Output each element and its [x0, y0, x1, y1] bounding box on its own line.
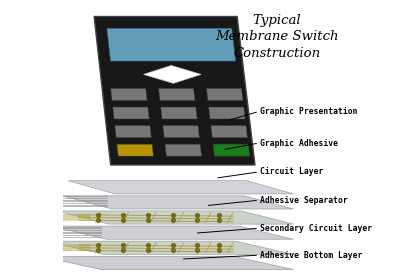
Text: Circuit Layer: Circuit Layer: [260, 167, 324, 176]
Polygon shape: [62, 196, 294, 209]
Polygon shape: [94, 16, 255, 165]
Polygon shape: [163, 126, 199, 138]
Polygon shape: [206, 89, 243, 100]
Polygon shape: [46, 241, 294, 254]
Text: Graphic Presentation: Graphic Presentation: [260, 107, 358, 116]
Polygon shape: [40, 256, 294, 270]
Polygon shape: [159, 89, 195, 100]
Polygon shape: [213, 144, 250, 156]
Polygon shape: [57, 211, 294, 224]
Polygon shape: [52, 226, 294, 239]
Text: Typical
Membrane Switch
Construction: Typical Membrane Switch Construction: [215, 14, 339, 60]
Polygon shape: [113, 107, 149, 119]
Polygon shape: [111, 89, 147, 100]
Polygon shape: [144, 65, 201, 83]
Polygon shape: [107, 28, 236, 61]
Polygon shape: [161, 107, 197, 119]
Polygon shape: [209, 107, 245, 119]
Polygon shape: [68, 181, 294, 194]
Polygon shape: [115, 126, 151, 138]
Text: Adhesive Separator: Adhesive Separator: [260, 196, 348, 205]
Text: Graphic Adhesive: Graphic Adhesive: [260, 139, 338, 147]
Polygon shape: [165, 144, 202, 156]
Polygon shape: [211, 126, 247, 138]
Polygon shape: [117, 144, 154, 156]
Text: Secondary Circuit Layer: Secondary Circuit Layer: [260, 224, 373, 233]
Text: Adhesive Bottom Layer: Adhesive Bottom Layer: [260, 251, 363, 260]
